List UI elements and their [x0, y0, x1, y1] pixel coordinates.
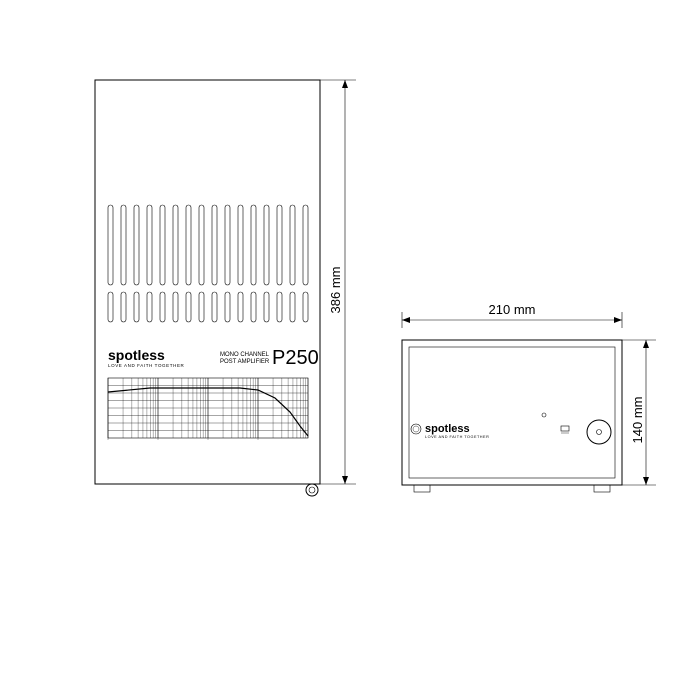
vent-slot: [134, 205, 139, 285]
dim-label-depth: 140 mm: [630, 397, 645, 444]
vent-slot: [303, 205, 308, 285]
vent-slot: [212, 205, 217, 285]
vent-slot: [264, 292, 269, 322]
front-view: spotlessLOVE AND FAITH TOGETHER: [402, 340, 622, 492]
vent-slot: [199, 205, 204, 285]
vent-slot: [147, 292, 152, 322]
vent-slot: [303, 292, 308, 322]
top-view: spotlessLOVE AND FAITH TOGETHER MONO CHAN…: [95, 80, 320, 496]
volume-knob: [587, 420, 611, 444]
vent-slot: [277, 205, 282, 285]
vent-slot: [121, 205, 126, 285]
vent-slot: [108, 292, 113, 322]
dim-label-width: 210 mm: [489, 302, 536, 317]
vent-slot: [199, 292, 204, 322]
vent-slot: [186, 205, 191, 285]
vent-slot: [108, 205, 113, 285]
vent-slot: [251, 292, 256, 322]
vent-slot: [290, 205, 295, 285]
power-led: [542, 413, 546, 417]
vent-slot: [160, 292, 165, 322]
port: [561, 426, 569, 431]
product-line1: MONO CHANNEL: [220, 352, 270, 358]
technical-drawing: spotlessLOVE AND FAITH TOGETHERMONO CHAN…: [0, 0, 700, 700]
vent-slot: [238, 205, 243, 285]
vent-slot: [212, 292, 217, 322]
logo-icon: [411, 424, 421, 434]
vent-slot: [173, 292, 178, 322]
vent-slot: [225, 292, 230, 322]
product-model: P250: [272, 347, 319, 369]
vent-slot: [290, 292, 295, 322]
foot-detail: [306, 484, 318, 496]
vent-slot: [186, 292, 191, 322]
vent-slot: [277, 292, 282, 322]
vent-slot: [225, 205, 230, 285]
product-line2: POST AMPLIFIER: [220, 359, 270, 365]
foot: [594, 485, 610, 492]
dim-label-height: 386 mm: [328, 267, 343, 314]
vent-slot: [238, 292, 243, 322]
vent-slot: [160, 205, 165, 285]
vent-slot: [264, 205, 269, 285]
brand-tagline: LOVE AND FAITH TOGETHER: [108, 363, 185, 368]
vent-slot: [134, 292, 139, 322]
brand-name: spotless: [108, 347, 165, 363]
brand-tagline-front: LOVE AND FAITH TOGETHER: [425, 435, 489, 439]
vent-slot: [173, 205, 178, 285]
vent-slot: [121, 292, 126, 322]
brand-name-front: spotless: [425, 423, 470, 435]
foot: [414, 485, 430, 492]
vent-slot: [251, 205, 256, 285]
vent-slot: [147, 205, 152, 285]
